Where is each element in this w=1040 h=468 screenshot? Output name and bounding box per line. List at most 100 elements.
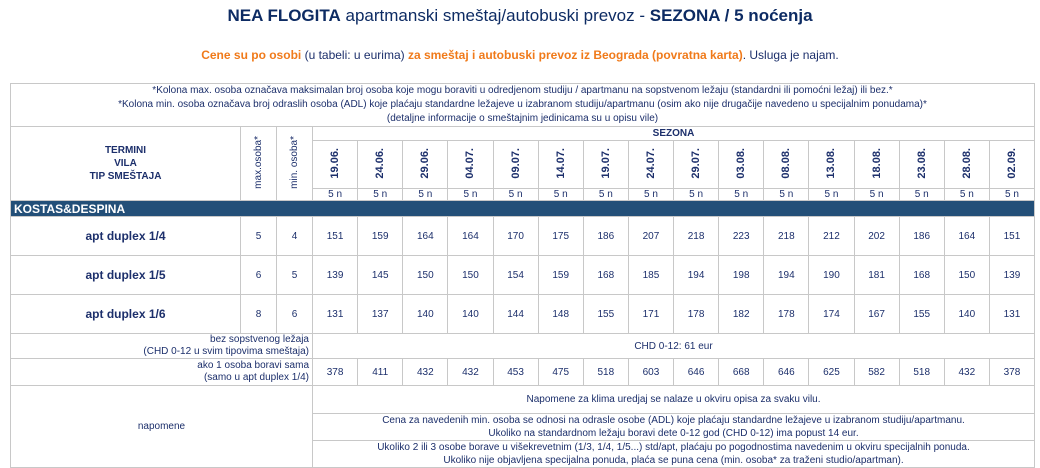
price-cell: 151 bbox=[988, 216, 1036, 256]
date-header: 03.08. bbox=[718, 140, 765, 189]
table-row-single: ako 1 osoba boravi sama (samo u apt duple… bbox=[10, 358, 1036, 386]
price-cell: 178 bbox=[763, 294, 810, 334]
price-cell: 144 bbox=[492, 294, 539, 334]
date-label: 24.06. bbox=[374, 147, 387, 179]
date-header: 02.09. bbox=[988, 140, 1036, 189]
price-cell: 164 bbox=[402, 216, 449, 256]
date-label: 24.07. bbox=[644, 147, 657, 179]
price-cell: 167 bbox=[853, 294, 900, 334]
nights-cell: 5 n bbox=[537, 188, 584, 201]
price-cell: 194 bbox=[763, 255, 810, 295]
single-label-line: ako 1 osoba boravi sama bbox=[197, 360, 309, 371]
price-cell: 218 bbox=[672, 216, 720, 256]
price-cell: 190 bbox=[808, 255, 855, 295]
price-cell: 174 bbox=[808, 294, 855, 334]
date-label: 13.08. bbox=[825, 147, 838, 179]
price-cell: 668 bbox=[718, 358, 765, 386]
note-line: *Kolona min. osoba označava broj odrasli… bbox=[118, 99, 927, 110]
price-cell: 164 bbox=[447, 216, 494, 256]
min-persons: 5 bbox=[276, 255, 313, 295]
price-cell: 625 bbox=[808, 358, 855, 386]
date-header: 24.07. bbox=[627, 140, 675, 189]
price-cell: 154 bbox=[492, 255, 539, 295]
price-cell: 148 bbox=[537, 294, 584, 334]
date-header: 29.06. bbox=[402, 140, 449, 189]
page-title: NEA FLOGITA apartmanski smeštaj/autobusk… bbox=[0, 6, 1040, 26]
nights-cell: 5 n bbox=[447, 188, 494, 201]
note-line: Ukoliko na standardnom ležaju boravi det… bbox=[488, 428, 859, 439]
note-cell: Ukoliko 2 ili 3 osobe borave u višekreve… bbox=[312, 440, 1035, 468]
price-cell: 150 bbox=[447, 255, 494, 295]
price-cell: 168 bbox=[898, 255, 945, 295]
date-header: 14.07. bbox=[537, 140, 584, 189]
table-row: apt duplex 1/4 5 4 151 159 164 164 170 175 186 207… bbox=[10, 216, 1036, 256]
price-cell: 168 bbox=[582, 255, 629, 295]
table-row-bez: bez sopstvenog ležaja (CHD 0-12 u svim ti… bbox=[10, 333, 1035, 359]
nights-cell: 5 n bbox=[763, 188, 810, 201]
header-sezona: SEZONA bbox=[312, 126, 1035, 141]
price-cell: 137 bbox=[357, 294, 404, 334]
date-label: 18.08. bbox=[870, 147, 883, 179]
price-cell: 155 bbox=[898, 294, 945, 334]
note-line: (detaljne informacije o smeštajnim jedin… bbox=[386, 113, 659, 124]
price-cell: 164 bbox=[943, 216, 990, 256]
price-cell: 198 bbox=[718, 255, 765, 295]
note-line: Ukoliko 2 ili 3 osobe borave u višekreve… bbox=[377, 442, 970, 453]
chd-price: CHD 0-12: 61 eur bbox=[312, 333, 1035, 359]
single-label: ako 1 osoba boravi sama (samo u apt duple… bbox=[10, 358, 313, 386]
date-header: 23.08. bbox=[898, 140, 945, 189]
price-cell: 150 bbox=[402, 255, 449, 295]
bez-label-line: (CHD 0-12 u svim tipovima smeštaja) bbox=[143, 346, 309, 357]
room-type: apt duplex 1/4 bbox=[10, 216, 241, 256]
price-cell: 131 bbox=[988, 294, 1036, 334]
date-header: 18.08. bbox=[853, 140, 900, 189]
date-header: 04.07. bbox=[447, 140, 494, 189]
bez-label-line: bez sopstvenog ležaja bbox=[210, 334, 309, 345]
price-cell: 170 bbox=[492, 216, 539, 256]
price-cell: 140 bbox=[447, 294, 494, 334]
date-header: 19.07. bbox=[582, 140, 629, 189]
price-cell: 151 bbox=[311, 216, 359, 256]
price-cell: 175 bbox=[537, 216, 584, 256]
price-cell: 518 bbox=[582, 358, 629, 386]
date-label: 28.08. bbox=[960, 147, 973, 179]
price-cell: 646 bbox=[672, 358, 720, 386]
price-cell: 159 bbox=[537, 255, 584, 295]
date-label: 29.06. bbox=[419, 147, 432, 179]
date-header: 13.08. bbox=[808, 140, 855, 189]
date-label: 23.08. bbox=[915, 147, 928, 179]
date-label: 03.08. bbox=[735, 147, 748, 179]
max-persons: 5 bbox=[240, 216, 277, 256]
price-cell: 432 bbox=[402, 358, 449, 386]
price-cell: 207 bbox=[627, 216, 675, 256]
price-cell: 646 bbox=[763, 358, 810, 386]
price-cell: 131 bbox=[311, 294, 359, 334]
header-max: max.osoba* bbox=[240, 126, 277, 201]
price-cell: 186 bbox=[898, 216, 945, 256]
price-cell: 378 bbox=[311, 358, 359, 386]
subtitle-part: (u tabeli: u eurima) bbox=[301, 48, 408, 62]
price-cell: 603 bbox=[627, 358, 675, 386]
room-type: apt duplex 1/6 bbox=[10, 294, 241, 334]
nights-cell: 5 n bbox=[853, 188, 900, 201]
date-header: 29.07. bbox=[672, 140, 720, 189]
price-cell: 139 bbox=[988, 255, 1036, 295]
date-header: 19.06. bbox=[311, 140, 359, 189]
date-header: 28.08. bbox=[943, 140, 990, 189]
date-header: 24.06. bbox=[357, 140, 404, 189]
max-persons: 8 bbox=[240, 294, 277, 334]
nights-cell: 5 n bbox=[492, 188, 539, 201]
date-label: 29.07. bbox=[690, 147, 703, 179]
price-cell: 518 bbox=[898, 358, 945, 386]
date-label: 02.09. bbox=[1005, 147, 1018, 179]
note-line: Cena za navedenih min. osoba se odnosi n… bbox=[382, 415, 965, 426]
table-row: apt duplex 1/6 8 6 131 137 140 140 144 148 155 171… bbox=[10, 294, 1036, 334]
price-cell: 182 bbox=[718, 294, 765, 334]
nights-cell: 5 n bbox=[988, 188, 1036, 201]
nights-cell: 5 n bbox=[718, 188, 765, 201]
single-label-line: (samo u apt duplex 1/4) bbox=[203, 372, 309, 383]
napomene-label: napomene bbox=[10, 385, 313, 468]
subtitle-part: . Usluga je najam. bbox=[742, 48, 839, 62]
note-line: Ukoliko nije objavljena specijalna ponud… bbox=[443, 455, 904, 466]
date-label: 04.07. bbox=[464, 147, 477, 179]
